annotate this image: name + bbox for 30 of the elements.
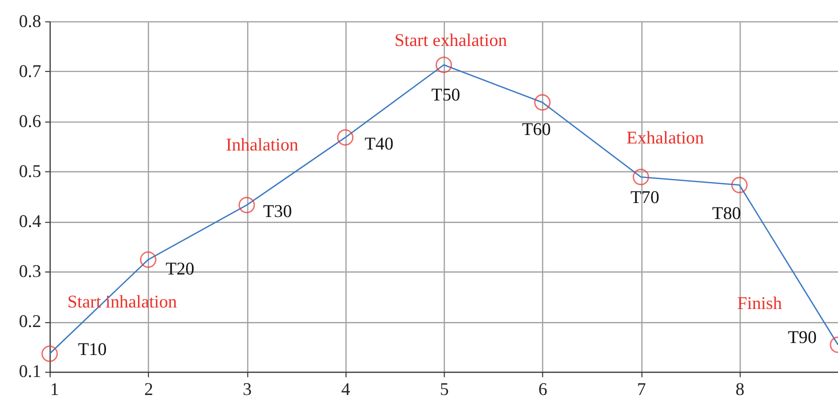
x-tick-label: 7 — [636, 379, 646, 400]
x-tick-label: 5 — [440, 379, 449, 400]
data-label: T10 — [78, 338, 107, 359]
annotation: Inhalation — [226, 134, 298, 154]
y-tick-label: 0.6 — [18, 110, 42, 131]
y-tick-label: 0.8 — [18, 10, 42, 31]
data-label: T90 — [788, 326, 817, 347]
x-tick-label: 4 — [341, 379, 350, 400]
data-label: T70 — [630, 186, 660, 207]
annotation: Start exhalation — [394, 30, 508, 50]
x-tick-label: 1 — [50, 379, 60, 400]
y-tick-label: 0.4 — [18, 211, 42, 232]
annotation: Start inhalation — [67, 291, 177, 312]
y-tick-label: 0.2 — [18, 311, 42, 332]
data-label: T50 — [431, 84, 460, 105]
annotation: Finish — [737, 293, 782, 314]
annotation: Exhalation — [626, 127, 704, 148]
data-label: T80 — [712, 202, 741, 223]
x-tick-label: 6 — [538, 379, 548, 400]
data-label: T60 — [522, 119, 551, 140]
y-tick-label: 0.3 — [18, 261, 42, 282]
data-label: T20 — [166, 258, 194, 279]
y-tick-label: 0.5 — [18, 160, 42, 181]
x-tick-label: 8 — [735, 379, 744, 400]
x-tick-label: 3 — [242, 379, 252, 400]
data-label: T30 — [263, 200, 292, 221]
data-label: T40 — [364, 133, 394, 154]
y-tick-label: 0.7 — [18, 60, 42, 81]
y-tick-label: 0.1 — [18, 361, 42, 382]
x-tick-label: 2 — [144, 379, 154, 400]
